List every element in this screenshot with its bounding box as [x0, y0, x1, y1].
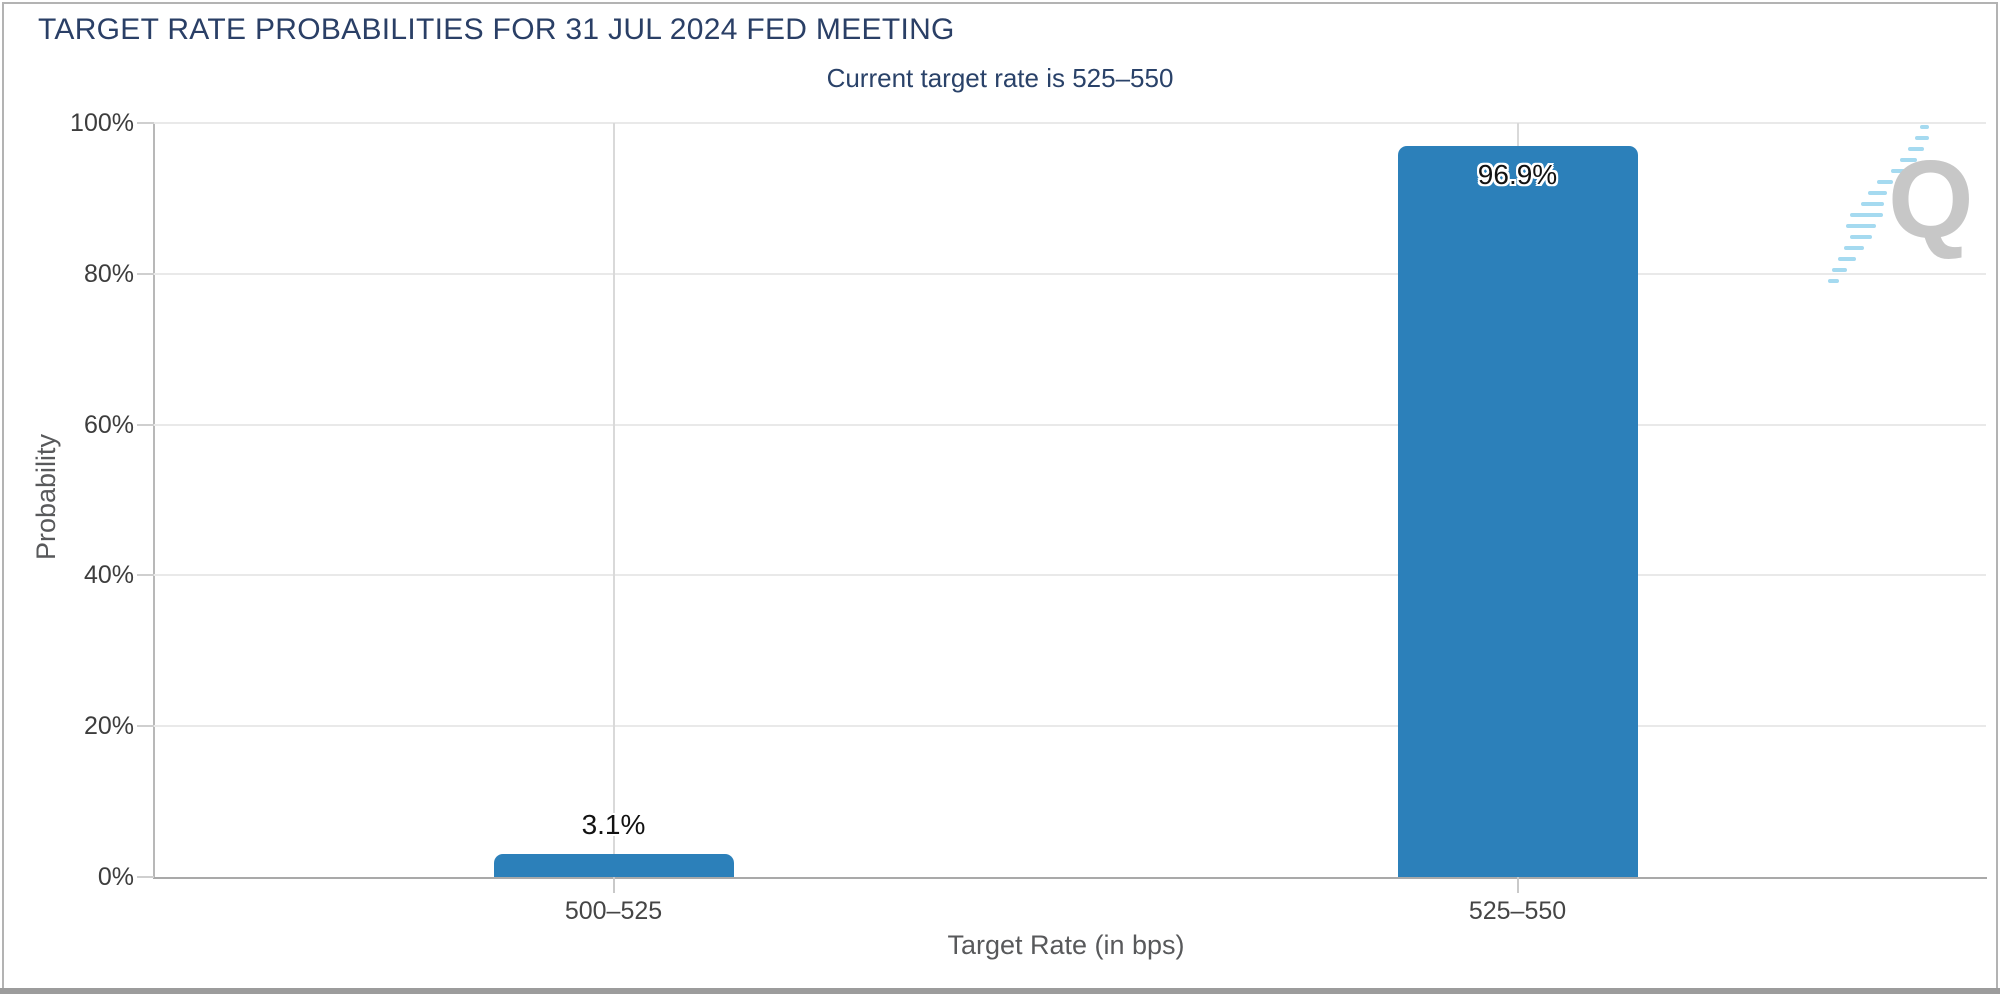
y-tick-mark [137, 574, 154, 577]
bottom-divider [0, 988, 2000, 994]
x-tick-label: 500–525 [564, 897, 663, 925]
y-tick-label: 20% [83, 712, 134, 741]
y-gridline [154, 725, 1986, 728]
y-tick-mark [137, 876, 154, 878]
y-axis-title: Probability [31, 433, 61, 561]
y-tick-label: 40% [83, 561, 134, 590]
y-gridline [154, 272, 1986, 275]
y-gridline [154, 574, 1986, 577]
y-tick-mark [137, 272, 154, 275]
y-tick-mark [137, 122, 154, 124]
x-tick-mark [1516, 877, 1519, 893]
y-tick-label: 0% [97, 863, 134, 891]
x-axis-baseline [153, 877, 1987, 879]
y-tick-label: 80% [83, 259, 134, 288]
x-tick-label: 525–550 [1468, 897, 1567, 925]
probability-bar[interactable] [1397, 146, 1638, 877]
watermark-q-letter: Q [1888, 138, 1974, 261]
probability-bar[interactable] [493, 853, 734, 877]
bar-value-label: 96.9% [1477, 159, 1558, 191]
chart-subtitle: Current target rate is 525–550 [826, 63, 1174, 93]
chart-title: TARGET RATE PROBABILITIES FOR 31 JUL 202… [38, 13, 955, 46]
y-tick-mark [137, 725, 154, 728]
y-tick-mark [137, 423, 154, 426]
watermark-speed-lines-icon [1828, 125, 1929, 283]
y-gridline [154, 122, 1986, 124]
plot-area: 100% 80% 60% 40% 20% 0% 3.1% 500–525 96.9% 525–55… [70, 109, 1987, 925]
y-tick-label: 100% [70, 109, 134, 137]
y-tick-label: 60% [83, 410, 134, 439]
quikstrike-watermark: Q [1820, 115, 2000, 315]
x-tick-mark [612, 877, 615, 893]
bar-value-label: 3.1% [581, 808, 646, 840]
x-axis-title: Target Rate (in bps) [947, 930, 1185, 960]
y-gridline [154, 423, 1986, 426]
y-axis-line [153, 123, 155, 879]
x-gridline [612, 123, 615, 877]
